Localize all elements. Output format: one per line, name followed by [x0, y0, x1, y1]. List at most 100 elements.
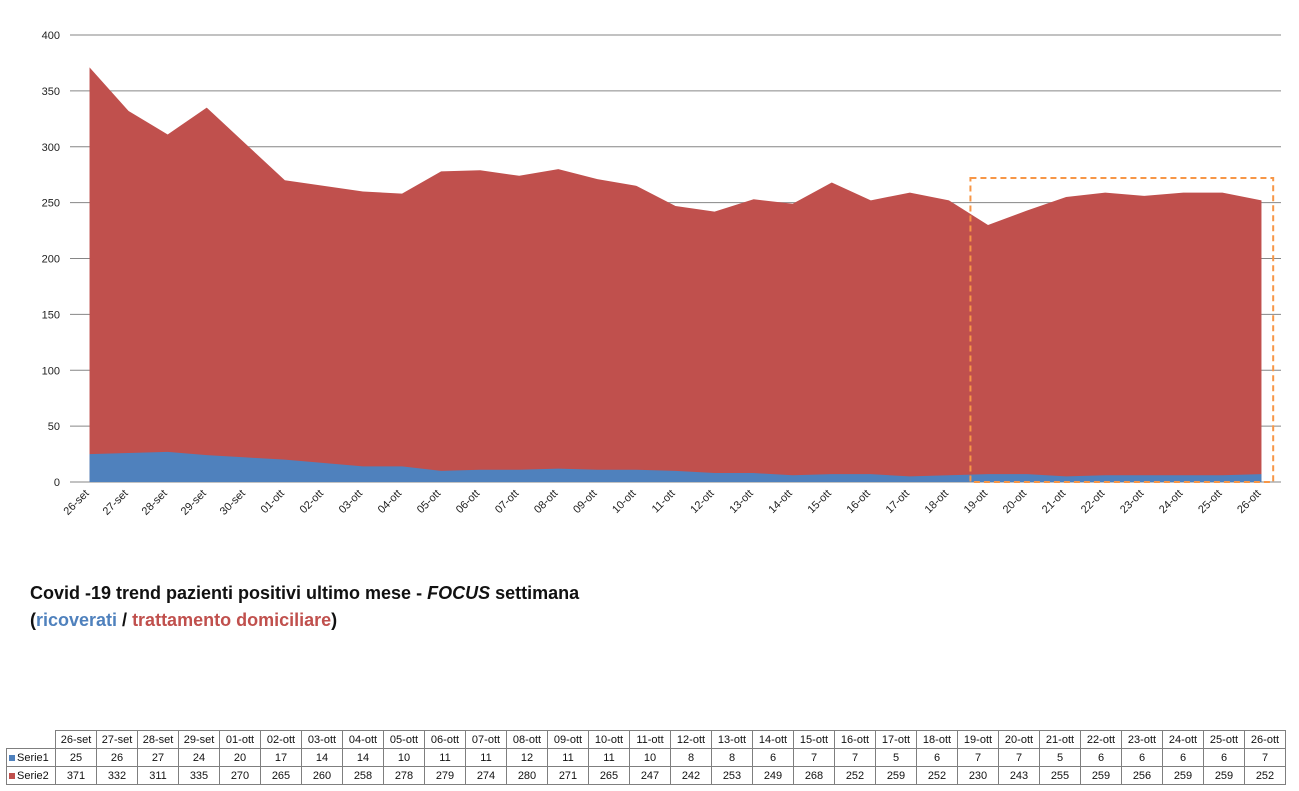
y-tick-label: 250 — [42, 198, 60, 210]
table-col-header: 22-ott — [1080, 730, 1122, 749]
table-cell: 10 — [629, 748, 671, 767]
y-tick-label: 150 — [42, 309, 60, 321]
series-name: Serie1 — [17, 751, 49, 764]
table-cell: 311 — [137, 766, 179, 785]
table-cell: 279 — [424, 766, 466, 785]
table-cell: 332 — [96, 766, 138, 785]
table-cell: 259 — [875, 766, 917, 785]
table-corner — [6, 730, 56, 749]
table-cell: 11 — [424, 748, 466, 767]
table-col-header: 17-ott — [875, 730, 917, 749]
table-cell: 255 — [1039, 766, 1081, 785]
x-tick-label: 27-set — [101, 488, 131, 518]
table-cell: 7 — [1244, 748, 1286, 767]
table-col-header: 11-ott — [629, 730, 671, 749]
table-cell: 6 — [916, 748, 958, 767]
table-cell: 12 — [506, 748, 548, 767]
table-cell: 371 — [55, 766, 97, 785]
table-col-header: 07-ott — [465, 730, 507, 749]
caption-title-end: settimana — [490, 583, 580, 603]
x-tick-label: 20-ott — [1001, 488, 1029, 516]
focus-highlight — [969, 177, 1275, 483]
x-tick-label: 03-ott — [337, 488, 365, 516]
caption-title: Covid -19 trend pazienti positivi ultimo… — [30, 583, 428, 603]
table-cell: 6 — [1080, 748, 1122, 767]
y-tick-label: 0 — [54, 477, 60, 489]
x-tick-label: 12-ott — [688, 488, 716, 516]
x-tick-label: 19-ott — [962, 488, 990, 516]
table-cell: 8 — [711, 748, 753, 767]
caption-line-2: (ricoverati / trattamento domiciliare) — [30, 607, 579, 634]
table-col-header: 20-ott — [998, 730, 1040, 749]
table-cell: 252 — [834, 766, 876, 785]
table-col-header: 21-ott — [1039, 730, 1081, 749]
caption-close-paren: ) — [331, 610, 338, 630]
table-row-header: Serie2 — [6, 766, 56, 785]
y-tick-label: 50 — [48, 421, 60, 433]
table-col-header: 25-ott — [1203, 730, 1245, 749]
table-cell: 8 — [670, 748, 712, 767]
table-cell: 24 — [178, 748, 220, 767]
table-col-header: 05-ott — [383, 730, 425, 749]
table-cell: 252 — [1244, 766, 1286, 785]
table-col-header: 12-ott — [670, 730, 712, 749]
area-serie1 — [89, 451, 1262, 482]
caption-slash: / — [117, 610, 133, 630]
table-col-header: 16-ott — [834, 730, 876, 749]
table-cell: 6 — [752, 748, 794, 767]
y-tick-label: 400 — [42, 30, 60, 42]
x-tick-label: 10-ott — [610, 488, 638, 516]
table-cell: 7 — [834, 748, 876, 767]
table-cell: 6 — [1121, 748, 1163, 767]
x-tick-label: 18-ott — [923, 488, 951, 516]
x-tick-label: 08-ott — [532, 488, 560, 516]
table-cell: 11 — [465, 748, 507, 767]
table-cell: 278 — [383, 766, 425, 785]
table-col-header: 08-ott — [506, 730, 548, 749]
table-cell: 265 — [260, 766, 302, 785]
table-col-header: 15-ott — [793, 730, 835, 749]
table-cell: 252 — [916, 766, 958, 785]
x-tick-label: 25-ott — [1196, 488, 1224, 516]
table-cell: 280 — [506, 766, 548, 785]
table-cell: 14 — [301, 748, 343, 767]
table-col-header: 24-ott — [1162, 730, 1204, 749]
table-cell: 230 — [957, 766, 999, 785]
table-cell: 5 — [875, 748, 917, 767]
table-cell: 259 — [1203, 766, 1245, 785]
x-axis: 26-set 27-set 28-set 29-set 30-set 01-ott 02-o… — [62, 488, 1264, 518]
table-cell: 7 — [998, 748, 1040, 767]
y-tick-label: 350 — [42, 86, 60, 98]
series-name: Serie2 — [17, 769, 49, 782]
x-tick-label: 21-ott — [1040, 488, 1068, 516]
caption-ricoverati: ricoverati — [36, 610, 118, 630]
x-tick-label: 14-ott — [766, 488, 794, 516]
table-cell: 270 — [219, 766, 261, 785]
x-tick-label: 04-ott — [376, 488, 404, 516]
table-col-header: 10-ott — [588, 730, 630, 749]
chart-caption: Covid -19 trend pazienti positivi ultimo… — [30, 580, 579, 634]
table-cell: 335 — [178, 766, 220, 785]
x-tick-label: 07-ott — [493, 488, 521, 516]
table-cell: 6 — [1162, 748, 1204, 767]
table-cell: 27 — [137, 748, 179, 767]
table-col-header: 01-ott — [219, 730, 261, 749]
table-cell: 242 — [670, 766, 712, 785]
x-tick-label: 26-ott — [1235, 488, 1263, 516]
table-cell: 11 — [547, 748, 589, 767]
x-tick-label: 26-set — [62, 488, 92, 518]
x-tick-label: 13-ott — [727, 488, 755, 516]
table-cell: 249 — [752, 766, 794, 785]
caption-line-1: Covid -19 trend pazienti positivi ultimo… — [30, 580, 579, 607]
x-tick-label: 30-set — [218, 488, 248, 518]
x-tick-label: 11-ott — [650, 488, 678, 516]
table-cell: 260 — [301, 766, 343, 785]
x-tick-label: 28-set — [140, 488, 170, 518]
table-cell: 10 — [383, 748, 425, 767]
x-tick-label: 15-ott — [805, 488, 833, 516]
table-col-header: 13-ott — [711, 730, 753, 749]
table-col-header: 26-ott — [1244, 730, 1286, 749]
legend-swatch — [9, 772, 15, 779]
caption-trattamento: trattamento domiciliare — [132, 610, 332, 630]
table-cell: 6 — [1203, 748, 1245, 767]
